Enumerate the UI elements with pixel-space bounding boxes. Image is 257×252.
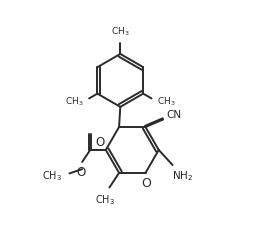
- Text: CH$_3$: CH$_3$: [157, 96, 176, 108]
- Text: CN: CN: [166, 110, 181, 120]
- Text: O: O: [141, 177, 151, 191]
- Text: CH$_3$: CH$_3$: [95, 193, 115, 207]
- Text: O: O: [76, 166, 86, 179]
- Text: CH$_3$: CH$_3$: [42, 169, 62, 183]
- Text: CH$_3$: CH$_3$: [65, 96, 83, 108]
- Text: O: O: [96, 136, 105, 149]
- Text: CH$_3$: CH$_3$: [111, 26, 130, 38]
- Text: NH$_2$: NH$_2$: [172, 169, 193, 183]
